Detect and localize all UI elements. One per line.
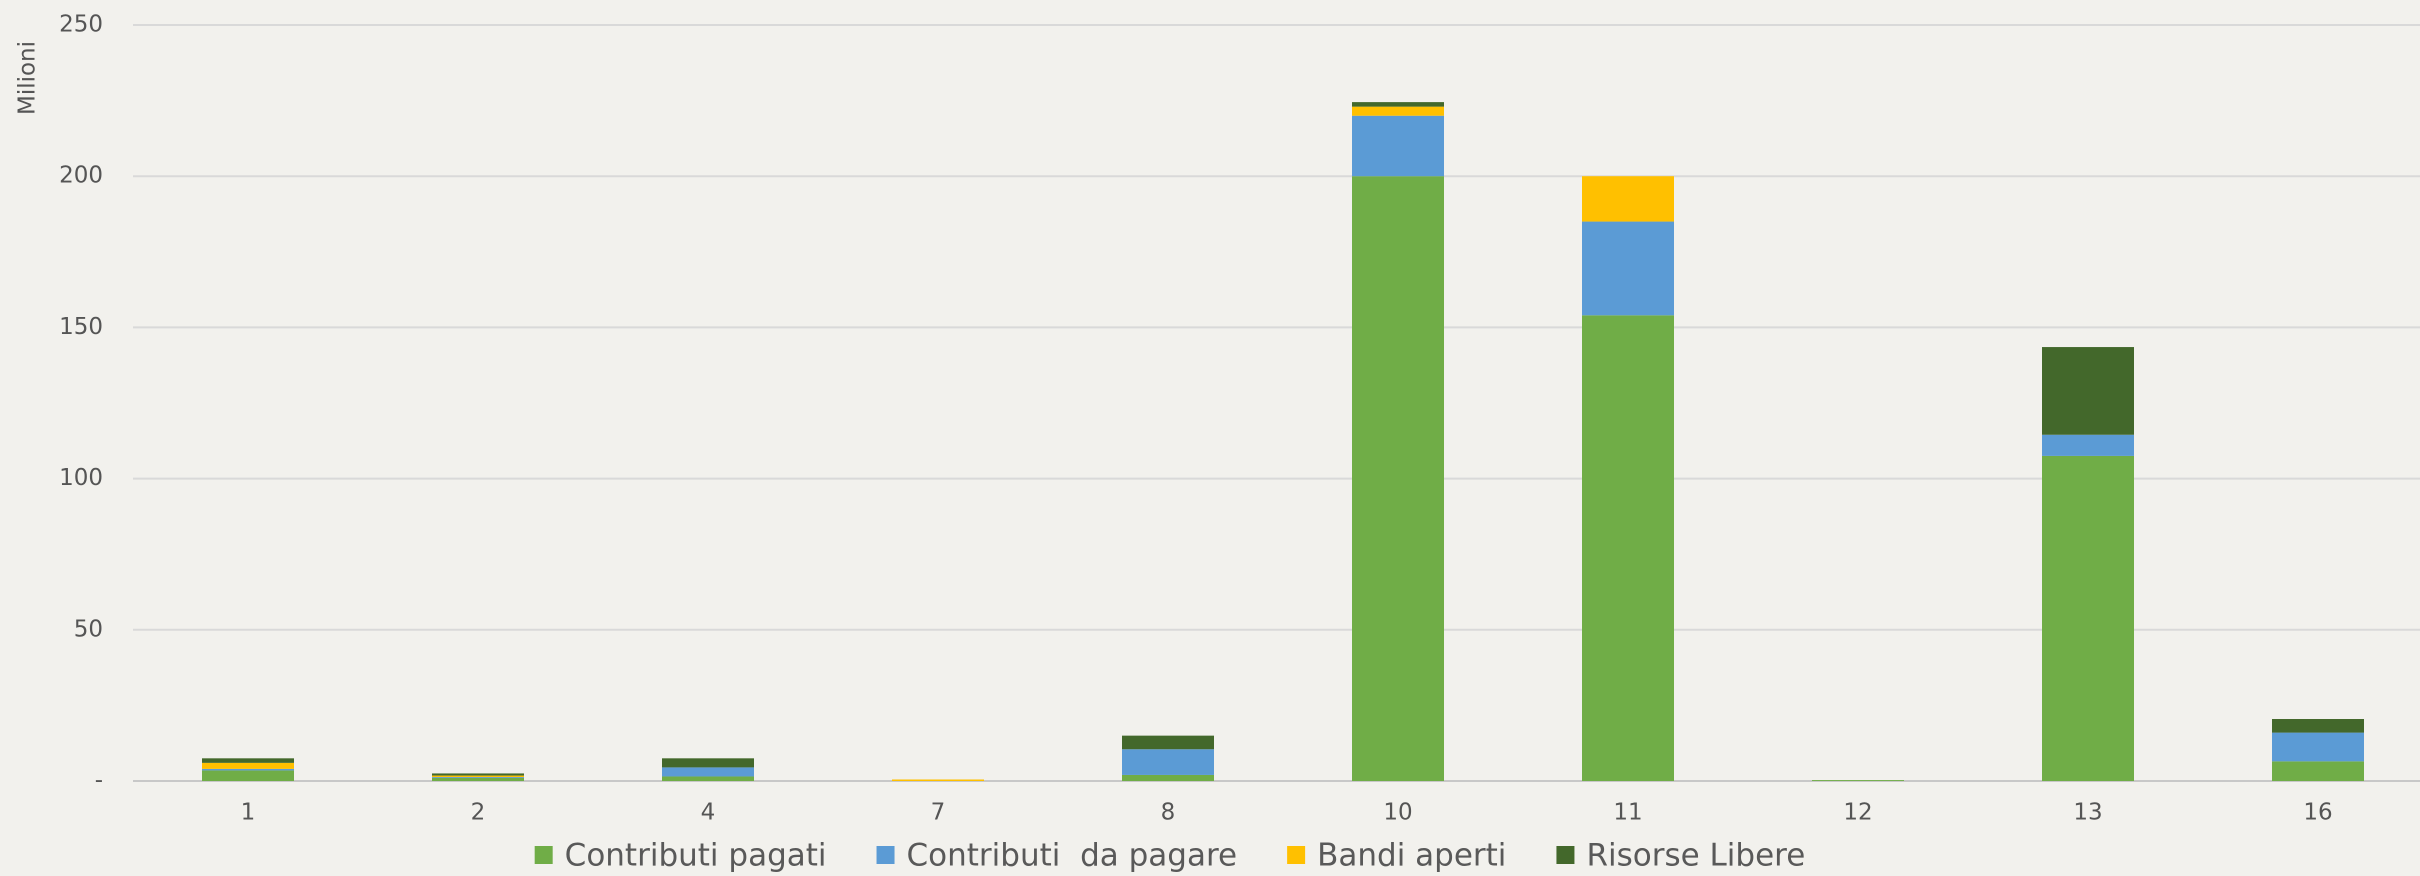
bar-segment: [892, 779, 984, 781]
y-tick-label: -: [95, 768, 103, 794]
legend-swatch: [1287, 846, 1306, 864]
bar-segment: [202, 762, 294, 769]
bar-segment: [432, 777, 524, 778]
legend-swatch: [534, 846, 553, 864]
legend-swatch: [1556, 846, 1575, 864]
x-tick-label: 4: [701, 800, 716, 826]
x-tick-label: 16: [2303, 800, 2332, 826]
x-tick-label: 12: [1843, 800, 1872, 826]
bar-segment: [2272, 732, 2364, 762]
bar-segment: [662, 758, 754, 768]
y-tick-label: 200: [59, 163, 103, 189]
bar-segment: [202, 758, 294, 763]
bar-segment: [1352, 115, 1444, 177]
bar-segment: [1122, 774, 1214, 781]
bar-segment: [2272, 761, 2364, 781]
x-tick-label: 7: [931, 800, 946, 826]
bar-segment: [662, 767, 754, 777]
legend-label: Contributi pagati: [565, 838, 827, 874]
bar-segment: [2042, 434, 2134, 456]
x-tick-label: 1: [241, 800, 256, 826]
legend-swatch: [876, 846, 895, 864]
bar-segment: [662, 776, 754, 781]
bar-segment: [432, 775, 524, 778]
bar-segment: [1122, 749, 1214, 775]
bar-segment: [1582, 176, 1674, 222]
y-tick-label: 50: [74, 616, 103, 642]
bar-segment: [1122, 735, 1214, 750]
x-tick-label: 10: [1383, 800, 1412, 826]
bar-segment: [432, 773, 524, 776]
y-tick-label: 250: [59, 12, 103, 38]
x-tick-label: 13: [2073, 800, 2102, 826]
y-axis-label: Milioni: [15, 41, 41, 115]
bar-segment: [1582, 221, 1674, 316]
y-tick-label: 150: [59, 314, 103, 340]
bar-segment: [202, 770, 294, 781]
bar-segment: [1352, 176, 1444, 781]
bar-segment: [2272, 719, 2364, 733]
x-tick-label: 11: [1613, 800, 1642, 826]
bar-segment: [1582, 315, 1674, 781]
legend-label: Bandi aperti: [1317, 838, 1506, 874]
bar-segment: [1812, 780, 1904, 781]
y-tick-label: 100: [59, 465, 103, 491]
x-tick-label: 2: [471, 800, 486, 826]
x-tick-label: 8: [1161, 800, 1176, 826]
bar-segment: [2042, 347, 2134, 435]
legend-label: Risorse Libere: [1586, 838, 1805, 874]
bar-segment: [432, 777, 524, 781]
legend-label: Contributi da pagare: [907, 838, 1238, 874]
bar-segment: [2042, 455, 2134, 781]
bar-segment: [202, 768, 294, 771]
bar-segment: [1352, 106, 1444, 116]
bar-segment: [1352, 102, 1444, 107]
